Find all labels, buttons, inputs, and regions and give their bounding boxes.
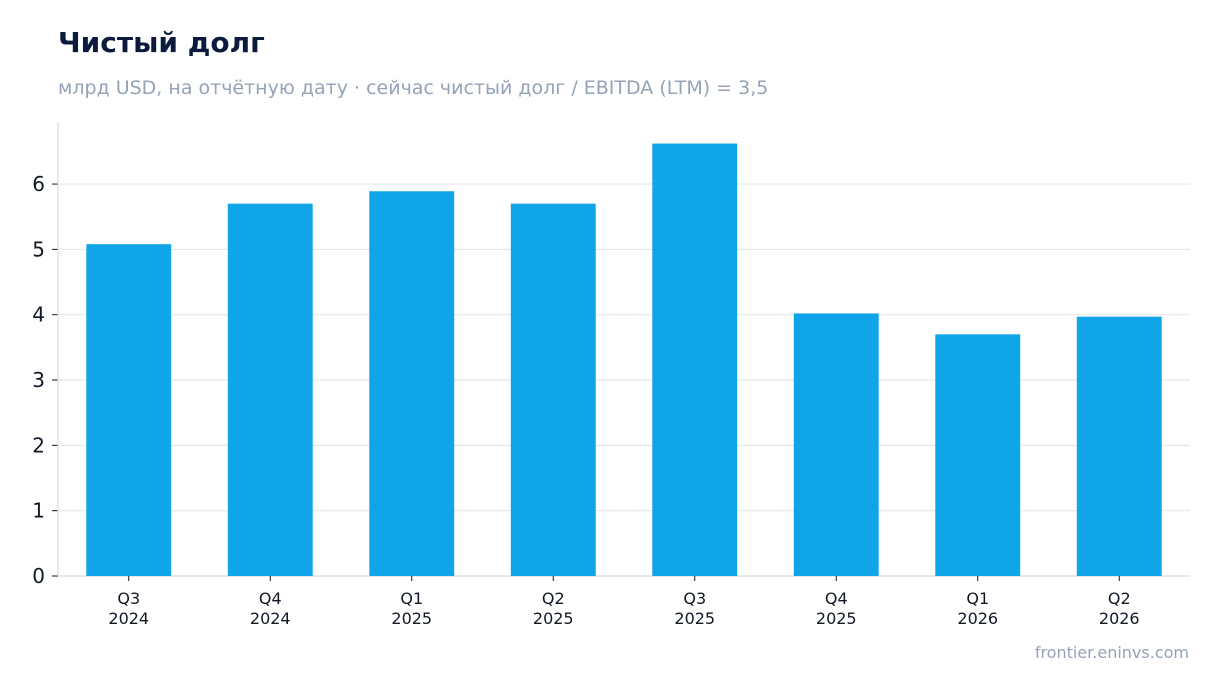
bar — [227, 203, 313, 577]
x-tick-label: Q2 — [542, 589, 565, 608]
bars — [86, 143, 1162, 577]
bar — [510, 203, 596, 577]
y-tick-label: 0 — [32, 564, 45, 588]
x-tick-label: Q4 — [259, 589, 282, 608]
bar — [935, 334, 1021, 576]
x-tick-label: Q3 — [683, 589, 706, 608]
bar — [652, 143, 738, 577]
x-tick-label: Q2 — [1108, 589, 1131, 608]
y-tick-label: 1 — [32, 499, 45, 523]
x-tick-label: 2025 — [391, 609, 432, 628]
x-tick-label: 2026 — [1099, 609, 1140, 628]
x-tick-label: 2025 — [816, 609, 857, 628]
y-tick-label: 6 — [32, 172, 45, 196]
bar — [793, 313, 879, 576]
y-tick-label: 3 — [32, 368, 45, 392]
x-tick-label: Q1 — [400, 589, 423, 608]
y-tick-label: 4 — [32, 303, 45, 327]
chart-subtitle: млрд USD, на отчётную дату · сейчас чист… — [58, 77, 769, 99]
bar — [86, 244, 172, 576]
source-attribution: frontier.eninvs.com — [1034, 643, 1189, 662]
x-tick-label: 2025 — [533, 609, 574, 628]
y-tick-label: 2 — [32, 433, 45, 457]
x-tick-label: 2025 — [674, 609, 715, 628]
chart-title: Чистый долг — [58, 26, 265, 59]
x-tick-label: 2024 — [250, 609, 291, 628]
x-tick-label: Q3 — [117, 589, 140, 608]
y-tick-label: 5 — [32, 237, 45, 261]
bar — [369, 191, 455, 576]
tick-labels: 0123456Q32024Q42024Q12025Q22025Q32025Q42… — [32, 172, 1139, 628]
x-tick-label: 2026 — [957, 609, 998, 628]
x-tick-label: Q1 — [966, 589, 989, 608]
bar — [1076, 316, 1162, 576]
x-tick-label: Q4 — [825, 589, 848, 608]
x-tick-label: 2024 — [108, 609, 149, 628]
